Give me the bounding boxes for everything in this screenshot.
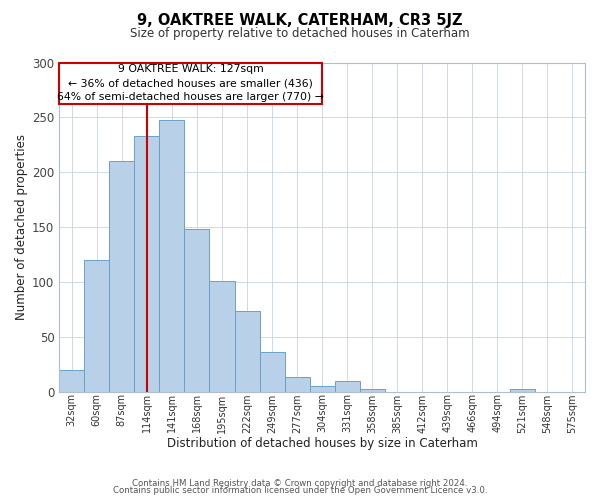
Y-axis label: Number of detached properties: Number of detached properties <box>15 134 28 320</box>
Bar <box>109 162 134 392</box>
X-axis label: Distribution of detached houses by size in Caterham: Distribution of detached houses by size … <box>167 437 478 450</box>
Bar <box>335 381 359 392</box>
Bar <box>85 260 109 392</box>
Bar <box>284 376 310 392</box>
Text: Contains HM Land Registry data © Crown copyright and database right 2024.: Contains HM Land Registry data © Crown c… <box>132 478 468 488</box>
Bar <box>310 386 335 392</box>
Text: Size of property relative to detached houses in Caterham: Size of property relative to detached ho… <box>130 28 470 40</box>
Bar <box>260 352 284 392</box>
Bar <box>209 281 235 392</box>
Text: 9, OAKTREE WALK, CATERHAM, CR3 5JZ: 9, OAKTREE WALK, CATERHAM, CR3 5JZ <box>137 12 463 28</box>
Text: Contains public sector information licensed under the Open Government Licence v3: Contains public sector information licen… <box>113 486 487 495</box>
Text: 9 OAKTREE WALK: 127sqm
← 36% of detached houses are smaller (436)
64% of semi-de: 9 OAKTREE WALK: 127sqm ← 36% of detached… <box>57 64 324 102</box>
Bar <box>510 388 535 392</box>
Bar <box>59 370 85 392</box>
FancyBboxPatch shape <box>59 62 322 104</box>
Bar <box>235 310 260 392</box>
Bar <box>160 120 184 392</box>
Bar <box>359 388 385 392</box>
Bar <box>184 230 209 392</box>
Bar <box>134 136 160 392</box>
